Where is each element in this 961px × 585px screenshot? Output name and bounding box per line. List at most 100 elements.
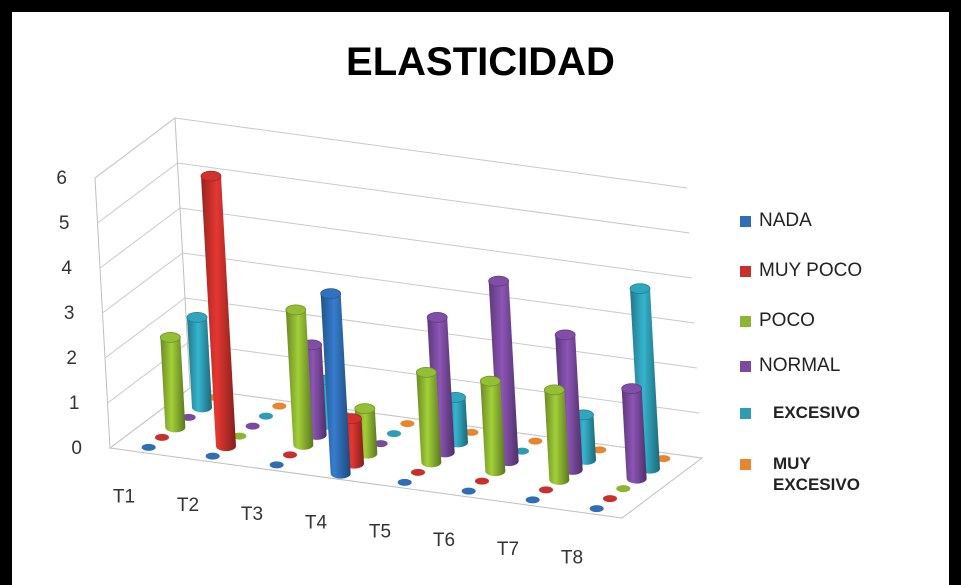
bar-muy-poco-T5 [411,468,425,476]
zero-marker [283,451,297,459]
bar-normal-T8 [621,383,647,484]
cylinder-top [488,275,510,287]
cylinder-top [426,311,448,323]
bar-excesivo-T6 [515,447,529,455]
zero-marker [269,461,284,469]
y-tick-label: 3 [64,303,75,324]
cylinder-body [201,176,236,452]
bar-muy-excesivo-T8 [656,455,671,463]
bar-nada-T1 [141,443,156,451]
legend-label: EXCESIVO [773,403,860,422]
bar-muy-excesivo-T4 [400,420,415,428]
legend-label: POCO [759,310,815,331]
legend-swatch [740,316,751,327]
bar-muy-poco-T2 [200,170,236,452]
x-tick-label: T4 [305,513,328,534]
bar-nada-T6 [461,487,476,495]
cylinder-body [187,317,212,413]
zero-marker [400,420,415,428]
bar-normal-T6 [488,275,519,467]
cylinder-body [285,309,314,450]
cylinder-body [480,381,506,477]
bar-nada-T8 [589,505,604,513]
cylinder-body [160,337,186,433]
cylinder-top [479,375,501,387]
legend-swatch [740,266,751,277]
bar-poco-T3 [285,304,314,450]
zero-marker [539,486,553,494]
legend-label: NORMAL [759,355,841,376]
bar-nada-T4 [320,288,351,479]
zero-marker [592,446,607,454]
y-tick-label: 4 [61,258,72,279]
bar-nada-T5 [397,478,412,486]
gridline [99,207,693,279]
y-tick-label: 6 [56,168,67,189]
cylinder-body [544,389,570,485]
x-tick-label: T2 [177,495,199,516]
bar-muy-excesivo-T2 [272,402,287,410]
legend-item-muy-poco: MUY POCO [740,260,862,282]
x-tick-label: T1 [113,486,135,507]
legend-swatch [740,408,751,419]
zero-marker [461,487,476,495]
bar-poco-T5 [415,366,442,468]
gridline [97,162,690,234]
cylinder-body [488,281,519,467]
cylinder-body [320,293,351,479]
y-tick-label: 1 [69,393,80,414]
zero-marker [525,496,540,504]
legend-swatch [740,361,751,372]
zero-marker [603,495,617,503]
gridline [94,117,688,189]
bar-normal-T2 [245,422,260,430]
zero-marker [397,478,412,486]
legend-item-nada: NADA [740,210,812,232]
bar-excesivo-T1 [186,311,212,413]
zero-marker [245,422,260,430]
cylinder-top [186,311,208,323]
zero-marker [589,505,604,513]
chart-title: ELASTICIDAD [346,40,615,84]
legend-swatch [740,459,751,470]
x-tick-label: T8 [561,548,583,569]
bar-excesivo-T8 [629,283,660,474]
cylinder-top [543,384,565,396]
bar-nada-T2 [205,452,220,460]
zero-marker [272,402,287,410]
cylinder-body [630,288,660,474]
zero-marker [205,452,220,460]
zero-marker [515,447,529,455]
zero-marker [141,443,156,451]
y-tick-label: 5 [59,213,70,234]
cylinder-top [554,329,576,341]
cylinder-top [621,383,643,395]
bar-poco-T6 [479,375,506,477]
legend-item-excesivo: EXCESIVO [740,402,883,423]
bar-excesivo-T4 [387,430,401,438]
bar-poco-T8 [616,485,631,493]
cylinder-top [200,170,222,182]
x-tick-label: T6 [433,530,455,551]
bar-normal-T1 [181,413,196,421]
bar-poco-T1 [159,331,186,433]
zero-marker [475,477,489,485]
zero-marker [656,455,671,463]
cylinder-top [159,331,181,343]
bar-muy-poco-T3 [283,451,297,459]
zero-marker [411,468,425,476]
legend-swatch [740,216,751,227]
y-tick-label: 0 [71,438,82,459]
gridline [102,252,695,324]
zero-marker [373,440,388,448]
legend-label: NADA [759,210,812,231]
bar-muy-poco-T7 [539,486,553,494]
zero-marker [387,430,401,438]
cylinder-top [629,283,651,295]
bar-muy-excesivo-T5 [464,428,479,436]
x-tick-label: T7 [497,539,519,560]
legend-label: MUY POCO [759,260,863,281]
x-tick-label: T3 [241,504,263,525]
cylinder-body [416,372,442,468]
bar-normal-T4 [373,440,388,448]
